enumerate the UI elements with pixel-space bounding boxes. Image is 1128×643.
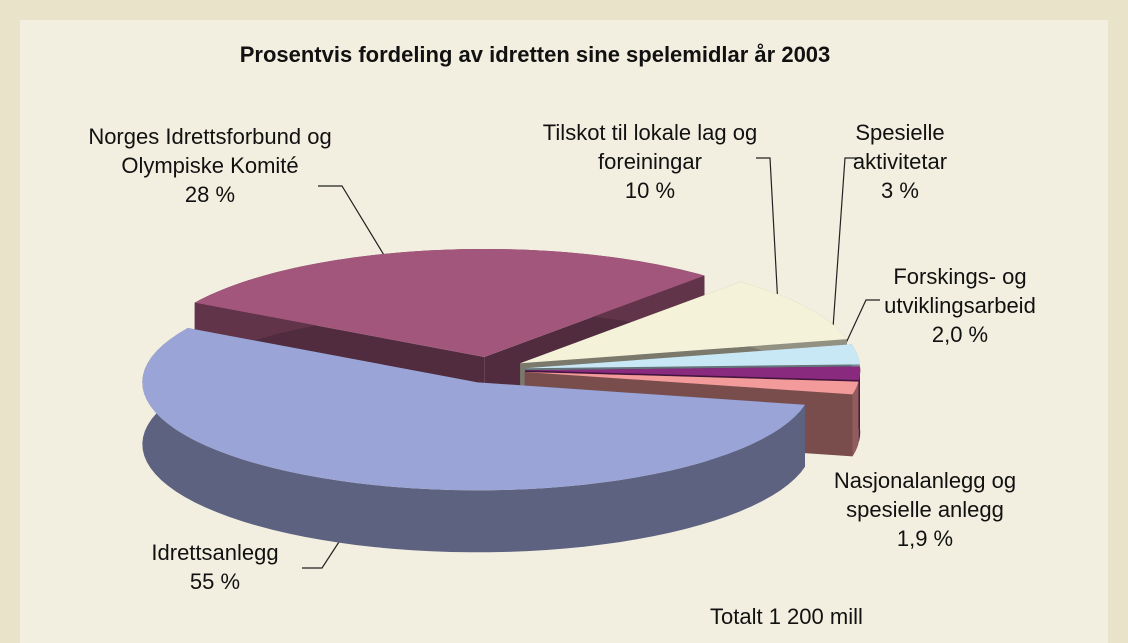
value-label: 3 %: [881, 178, 919, 203]
slice-label: Idrettsanlegg 55 %: [115, 538, 315, 596]
category-label: Tilskot til lokale lag og foreiningar: [542, 120, 758, 174]
slice: [524, 371, 859, 395]
leader-lines: [302, 157, 880, 569]
leader-line: [831, 157, 858, 343]
value-label: 10 %: [624, 178, 676, 203]
category-label: Spesielle aktivitetar: [852, 120, 948, 174]
slice-label: Spesielle aktivitetar 3 %: [830, 118, 970, 205]
slice-wall: [858, 366, 861, 443]
value-label: 2,0 %: [931, 322, 989, 347]
category-label: Forskings- og utviklingsarbeid: [884, 264, 1036, 318]
slice-label: Forskings- og utviklingsarbeid 2,0 %: [855, 262, 1065, 349]
slice: [194, 248, 705, 357]
chart-title: Prosentvis fordeling av idretten sine sp…: [239, 42, 831, 67]
slice: [524, 344, 860, 369]
category-label: Idrettsanlegg: [151, 540, 279, 565]
slice-wall: [142, 327, 806, 553]
slice: [525, 366, 861, 381]
category-label: Nasjonalanlegg og spesielle anlegg: [833, 468, 1017, 522]
slice-label: Nasjonalanlegg og spesielle anlegg 1,9 %: [790, 466, 1060, 553]
value-label: 28 %: [184, 182, 236, 207]
value-label: 1,9 %: [896, 526, 954, 551]
leader-line: [839, 299, 880, 357]
slice-label: Tilskot til lokale lag og foreiningar 10 …: [535, 118, 765, 205]
slice-wall: [852, 381, 859, 457]
category-label: Norges Idrettsforbund og Olympiske Komit…: [88, 124, 332, 178]
slice-label: Norges Idrettsforbund og Olympiske Komit…: [85, 122, 335, 209]
slice: [142, 327, 806, 491]
slice-group: [142, 327, 806, 553]
leader-line: [318, 185, 391, 266]
slice: [520, 281, 847, 364]
leader-line: [756, 157, 779, 307]
value-label: 55 %: [189, 569, 241, 594]
annotation: Totalt 1 200 mill: [710, 604, 863, 629]
